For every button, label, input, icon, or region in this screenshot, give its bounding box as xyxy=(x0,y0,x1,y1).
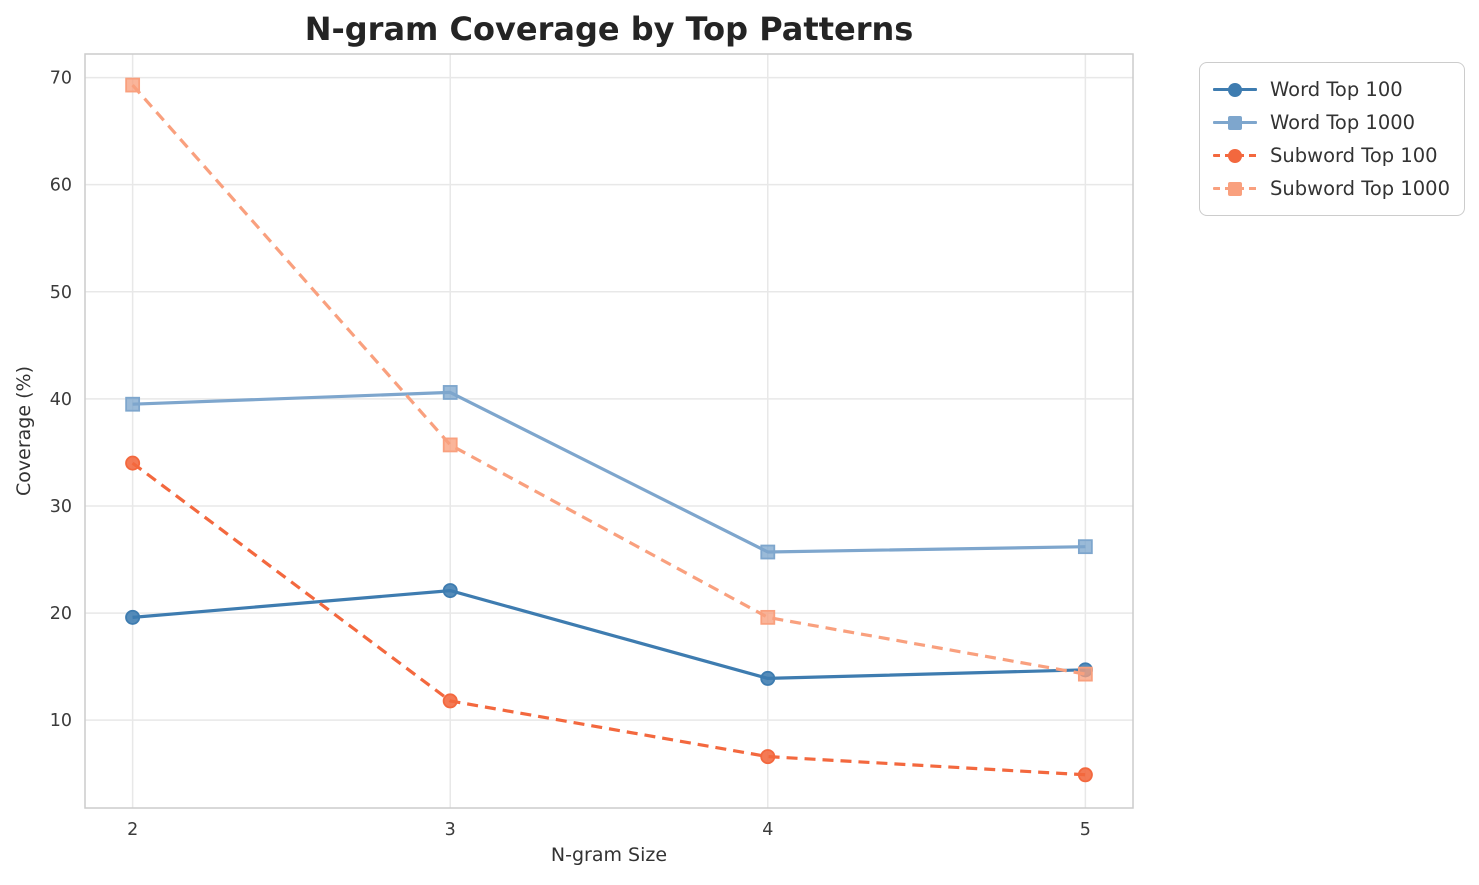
x-tick-label: 4 xyxy=(762,820,773,840)
series-line-subword-top-1000 xyxy=(131,84,1086,676)
legend-marker-circle-icon xyxy=(1228,82,1242,97)
marker-subword-top-100 xyxy=(760,749,776,765)
marker-subword-top-100 xyxy=(442,693,458,709)
marker-word-top-1000 xyxy=(442,385,458,400)
marker-subword-top-1000 xyxy=(1077,666,1093,682)
marker-subword-top-1000 xyxy=(442,437,458,453)
x-axis-label: N-gram Size xyxy=(551,844,667,866)
series-line-word-top-100 xyxy=(132,589,1086,680)
marker-word-top-100 xyxy=(125,609,141,625)
series-line-subword-top-100 xyxy=(131,461,1086,777)
legend-sample-word-top-100 xyxy=(1213,80,1257,100)
legend-sample-subword-top-1000 xyxy=(1213,179,1257,199)
legend-item-subword-top-100: Subword Top 100 xyxy=(1213,139,1450,172)
legend-marker-square-icon xyxy=(1228,181,1242,196)
marker-subword-top-1000 xyxy=(125,77,141,93)
y-tick-label: 40 xyxy=(50,390,72,410)
y-tick-label: 30 xyxy=(50,497,72,517)
legend-marker-circle-icon xyxy=(1228,148,1242,163)
x-tick-label: 3 xyxy=(445,820,456,840)
y-tick-label: 70 xyxy=(50,69,72,89)
legend-label-subword-top-1000: Subword Top 1000 xyxy=(1270,177,1450,200)
chart-title: N-gram Coverage by Top Patterns xyxy=(305,10,914,48)
marker-word-top-1000 xyxy=(760,544,776,560)
legend-sample-subword-top-100 xyxy=(1213,146,1257,166)
legend-label-subword-top-100: Subword Top 100 xyxy=(1270,144,1438,167)
legend-label-word-top-1000: Word Top 1000 xyxy=(1270,111,1416,134)
marker-word-top-1000 xyxy=(1077,539,1093,555)
legend-item-subword-top-1000: Subword Top 1000 xyxy=(1213,172,1450,205)
y-tick-label: 20 xyxy=(50,604,72,624)
x-tick-label: 5 xyxy=(1080,820,1091,840)
marker-word-top-100 xyxy=(760,670,776,686)
legend-marker-square-icon xyxy=(1228,115,1242,130)
y-tick-label: 10 xyxy=(50,711,72,731)
legend-item-word-top-100: Word Top 100 xyxy=(1213,73,1450,106)
legend-item-word-top-1000: Word Top 1000 xyxy=(1213,106,1450,139)
marker-word-top-100 xyxy=(442,583,458,599)
plot-generated-content: 2 3 4 5 10 20 30 40 50 60 70 xyxy=(50,53,1134,840)
legend-sample-word-top-1000 xyxy=(1213,113,1257,133)
marker-word-top-1000 xyxy=(125,396,141,412)
plot-border xyxy=(84,53,1134,809)
y-axis-label: Coverage (%) xyxy=(13,366,35,496)
marker-subword-top-100 xyxy=(1077,767,1093,783)
series-line-word-top-1000 xyxy=(132,390,1086,554)
y-tick-label: 60 xyxy=(50,176,72,196)
legend: Word Top 100 Word Top 1000 Subword Top 100… xyxy=(1199,62,1465,216)
y-tick-label: 50 xyxy=(50,283,72,303)
legend-label-word-top-100: Word Top 100 xyxy=(1270,78,1403,101)
marker-subword-top-1000 xyxy=(760,609,776,625)
marker-subword-top-100 xyxy=(125,455,141,471)
x-tick-label: 2 xyxy=(127,820,138,840)
